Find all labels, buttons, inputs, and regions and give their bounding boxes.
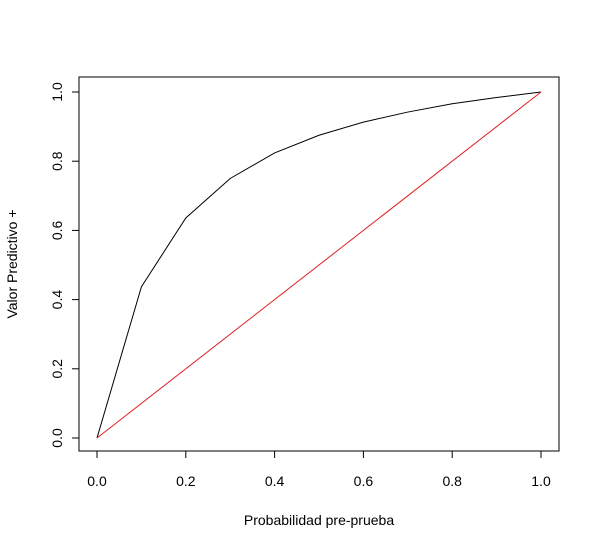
x-tick-label: 0.6 — [354, 473, 374, 489]
y-tick-label: 0.2 — [49, 359, 65, 379]
y-axis: 0.0 0.2 0.4 0.6 0.8 1.0 — [49, 82, 80, 448]
x-axis-label: Probabilidad pre-prueba — [244, 512, 394, 528]
predictive-value-curve — [96, 91, 542, 439]
reference-diagonal-line — [96, 91, 542, 439]
x-tick-label: 0.2 — [176, 473, 196, 489]
y-tick-label: 0.0 — [49, 428, 65, 448]
y-axis-label: Valor Predictivo + — [4, 209, 20, 318]
x-tick-label: 0.8 — [442, 473, 462, 489]
x-tick-label: 0.4 — [265, 473, 285, 489]
x-tick-label: 0.0 — [87, 473, 107, 489]
plot-frame — [78, 76, 560, 452]
x-tick-label: 1.0 — [531, 473, 551, 489]
y-tick-label: 0.6 — [49, 220, 65, 240]
series-layer — [96, 91, 542, 439]
y-tick-label: 1.0 — [49, 82, 65, 102]
y-tick-label: 0.8 — [49, 151, 65, 171]
x-axis: 0.0 0.2 0.4 0.6 0.8 1.0 — [87, 450, 551, 489]
y-tick-label: 0.4 — [49, 290, 65, 310]
